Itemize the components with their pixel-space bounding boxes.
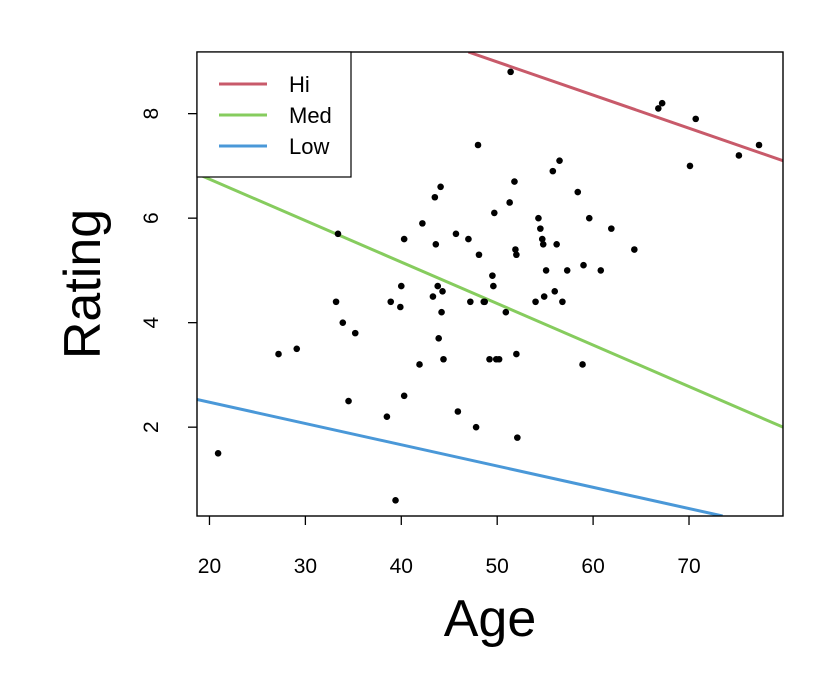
data-point xyxy=(465,235,472,243)
data-point xyxy=(631,246,638,253)
data-point xyxy=(506,199,513,206)
data-point xyxy=(542,267,550,274)
data-point xyxy=(429,293,437,300)
data-point xyxy=(597,267,605,274)
y-axis-title: Rating xyxy=(54,209,112,359)
data-point xyxy=(334,230,342,238)
data-point xyxy=(475,251,483,259)
data-point xyxy=(486,355,493,363)
data-point xyxy=(438,308,445,316)
data-point xyxy=(481,298,489,306)
data-point xyxy=(345,397,352,405)
data-point xyxy=(214,449,222,457)
data-point xyxy=(537,225,544,232)
data-point xyxy=(293,345,301,353)
data-point xyxy=(686,162,694,170)
data-point xyxy=(397,303,404,311)
data-point xyxy=(490,282,497,290)
data-point xyxy=(392,497,399,504)
data-point xyxy=(502,308,510,316)
data-point xyxy=(332,298,340,306)
data-point xyxy=(452,230,460,238)
legend-label-hi: Hi xyxy=(289,72,310,97)
data-point xyxy=(467,298,474,306)
data-point xyxy=(495,355,503,363)
fit-line-low xyxy=(197,398,723,516)
data-point xyxy=(351,329,359,337)
data-point xyxy=(474,141,482,149)
data-point xyxy=(472,423,480,431)
data-point xyxy=(658,99,666,107)
data-point xyxy=(439,288,446,295)
data-point xyxy=(755,141,763,149)
data-point xyxy=(549,167,557,175)
data-point xyxy=(440,355,447,363)
data-point xyxy=(538,235,546,243)
y-tick-label: 2 xyxy=(140,421,163,433)
data-point xyxy=(540,293,548,300)
data-point xyxy=(553,240,560,248)
data-point xyxy=(387,298,395,306)
data-point xyxy=(559,298,566,306)
data-point xyxy=(655,105,662,112)
data-point xyxy=(454,408,462,415)
x-tick-label: 40 xyxy=(390,555,413,578)
legend-label-low: Low xyxy=(289,134,329,159)
x-tick-label: 50 xyxy=(486,555,509,578)
plot-frame xyxy=(196,51,784,517)
fit-line-hi xyxy=(467,52,783,163)
data-point xyxy=(692,115,700,123)
data-points xyxy=(214,68,763,504)
x-axis-title: Age xyxy=(444,590,537,648)
data-point xyxy=(431,193,439,201)
y-tick-label: 6 xyxy=(140,212,163,224)
legend-label-med: Med xyxy=(289,103,332,128)
data-point xyxy=(400,235,408,243)
y-tick-label: 8 xyxy=(140,108,163,120)
data-point xyxy=(275,350,282,358)
data-point xyxy=(535,214,542,222)
data-point xyxy=(551,288,559,295)
x-tick-label: 20 xyxy=(198,555,221,578)
x-tick-label: 70 xyxy=(677,555,700,578)
data-point xyxy=(539,240,547,248)
legend: Hi Med Low xyxy=(196,51,352,178)
data-point xyxy=(511,178,518,185)
data-point xyxy=(491,209,498,217)
y-tick-label: 4 xyxy=(140,317,163,329)
fit-line-med xyxy=(197,172,783,429)
data-point xyxy=(416,361,423,368)
data-point xyxy=(580,261,587,269)
data-point xyxy=(513,350,520,358)
data-point xyxy=(435,335,442,342)
data-point xyxy=(437,183,444,191)
data-point xyxy=(512,246,519,253)
data-point xyxy=(434,282,442,290)
data-point xyxy=(383,413,391,421)
data-point xyxy=(608,225,615,232)
x-tick-label: 60 xyxy=(581,555,604,578)
data-point xyxy=(563,267,571,274)
fit-lines xyxy=(197,52,783,516)
data-point xyxy=(339,319,347,326)
data-point xyxy=(579,361,586,368)
data-point xyxy=(419,220,426,227)
data-point xyxy=(585,214,593,222)
data-point xyxy=(514,434,521,441)
data-point xyxy=(397,282,405,290)
y-axis: 2 4 6 8 xyxy=(140,108,197,433)
data-point xyxy=(532,298,539,306)
data-point xyxy=(400,392,408,400)
data-point xyxy=(574,188,582,196)
x-axis: 20 30 40 50 60 70 xyxy=(198,516,701,578)
data-point xyxy=(556,157,563,164)
data-point xyxy=(507,68,514,76)
data-point xyxy=(513,251,520,259)
x-tick-label: 30 xyxy=(294,555,317,578)
data-point xyxy=(432,240,440,248)
data-point xyxy=(735,152,743,159)
data-point xyxy=(489,272,496,279)
